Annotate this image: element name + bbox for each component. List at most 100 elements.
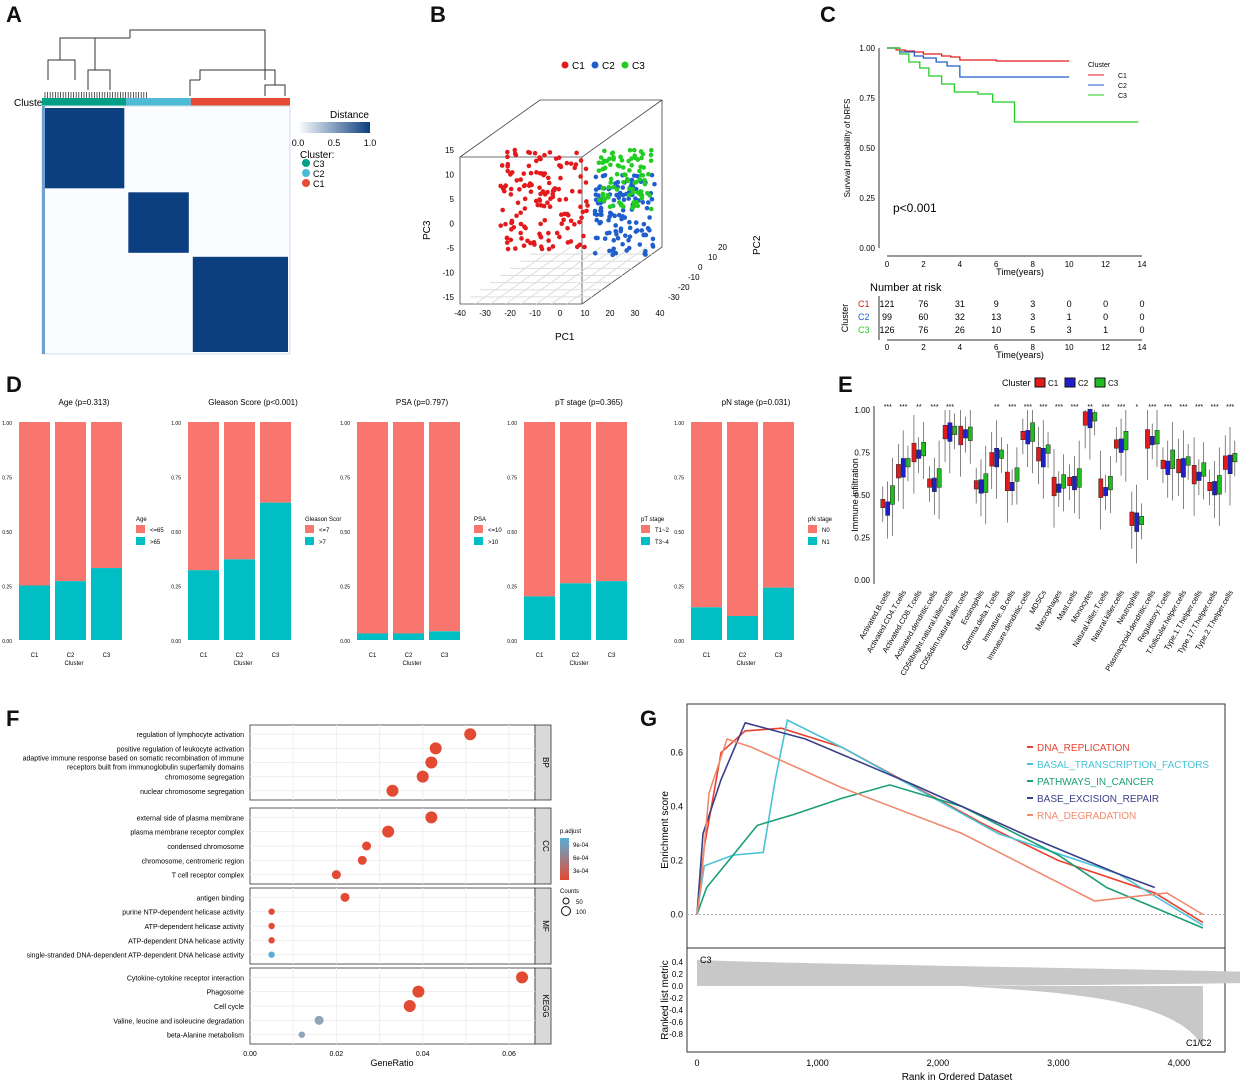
group-label-BP: BP (541, 757, 550, 768)
box-C3 (1217, 475, 1222, 495)
significance: *** (1008, 404, 1016, 411)
risk-x-tick: 10 (1065, 343, 1074, 352)
box-C1 (1129, 511, 1135, 526)
bar-top-C2 (224, 422, 255, 560)
risk-row-label: C3 (858, 325, 870, 335)
x-tick: 0 (558, 309, 563, 318)
x-tick: 0 (885, 260, 890, 269)
legend-label-C1: C1 (1118, 73, 1127, 80)
bar-bottom-C3 (596, 581, 627, 640)
legend-swatch-C3 (1094, 377, 1106, 388)
point-C1 (542, 152, 547, 158)
legend-cluster-title: Cluster: (300, 150, 334, 161)
box-C3 (1014, 467, 1020, 482)
subplot-title: PSA (p=0.797) (396, 398, 449, 407)
point-C2 (626, 196, 631, 201)
x-tick: C2 (572, 653, 580, 659)
cluster-bar-C2 (126, 98, 191, 106)
point-C2 (615, 235, 621, 241)
x-tick: C3 (272, 653, 280, 659)
z-axis-label: PC2 (752, 235, 763, 255)
point-C1 (559, 221, 565, 227)
point-C1 (557, 234, 562, 240)
y-tick: 0.6 (670, 748, 683, 758)
point-C3 (596, 168, 602, 173)
risk-value: 10 (991, 325, 1001, 335)
point-C2 (633, 196, 638, 201)
box-C3 (1045, 444, 1051, 454)
point-C1 (563, 196, 569, 202)
term-label: external side of plasma membrane (137, 815, 244, 822)
term-label: plasma membrane receptor complex (130, 830, 244, 837)
point-C1 (513, 246, 518, 251)
point-C3 (597, 197, 602, 203)
box-C1 (1207, 482, 1213, 491)
bar-top-C3 (596, 422, 627, 582)
risk-x-tick: 14 (1138, 343, 1147, 352)
legend-label: <=7 (319, 528, 330, 534)
heatmap-block-C3 (44, 108, 125, 189)
y-tick: 0.2 (670, 856, 683, 866)
point-C1 (522, 196, 528, 202)
point-C1 (518, 177, 524, 182)
y-axis-label: Enrichment score (660, 791, 671, 869)
risk-value: 121 (879, 299, 894, 309)
term-label: Cytokine-cytokine receptor interaction (127, 975, 244, 982)
point-C1 (534, 158, 539, 164)
x-tick: 0.06 (502, 1051, 516, 1058)
box-C3 (1139, 516, 1144, 525)
box-C3 (1092, 412, 1098, 422)
box-C1 (942, 425, 948, 440)
significance: *** (1226, 404, 1234, 411)
point-C1 (546, 175, 551, 181)
y-tick: 0.00 (2, 639, 12, 645)
risk-value: 5 (1030, 325, 1035, 335)
point-C2 (650, 236, 656, 242)
point-C3 (610, 150, 616, 156)
significance: ** (1087, 404, 1093, 411)
box-C2 (1087, 408, 1093, 429)
bar-bottom-C1 (357, 633, 388, 640)
point-C2 (596, 185, 602, 191)
term-dot (268, 951, 275, 958)
risk-value: 1 (1067, 312, 1072, 322)
bar-top-C1 (691, 422, 722, 608)
significance: *** (1102, 404, 1110, 411)
point-C3 (637, 177, 642, 182)
x-tick: C1 (31, 653, 39, 659)
cluster-row-label: Cluster (14, 98, 46, 109)
legend-label-C1: C1 (572, 61, 585, 72)
point-C1 (581, 233, 586, 239)
point-C1 (528, 189, 534, 195)
term-label: Cell cycle (214, 1004, 244, 1011)
point-C1 (518, 210, 523, 216)
x-axis-label: Cluster (402, 661, 421, 667)
term-dot (340, 892, 350, 902)
y-tick: 0.50 (2, 530, 12, 536)
grid (535, 246, 617, 305)
point-C2 (652, 181, 657, 187)
box-C3 (1232, 453, 1238, 463)
box-C1 (911, 442, 917, 463)
point-C1 (526, 163, 532, 169)
color-legend-tick: 6e-04 (573, 856, 589, 862)
x-tick: 0.04 (416, 1051, 430, 1058)
box-C2 (1040, 448, 1046, 468)
point-C1 (508, 237, 514, 243)
panel-label-g: G (640, 706, 658, 731)
point-C2 (602, 236, 608, 241)
point-C3 (639, 155, 644, 161)
panel-label-f: F (6, 706, 20, 731)
point-C1 (537, 185, 542, 191)
point-C3 (633, 155, 638, 161)
point-C2 (633, 220, 639, 225)
legend-label: T3~4 (655, 540, 670, 546)
bar-top-C2 (560, 422, 591, 584)
risk-row-label: C2 (858, 312, 870, 322)
x-tick: 2,000 (927, 1058, 950, 1068)
legend-swatch (641, 537, 650, 545)
gsea-panel: 0.0 0.2 0.4 0.6 Enrichment score DNA_REPLICAT… (660, 703, 1240, 1083)
legend-tick: 0.0 (292, 138, 305, 148)
legend-label: <=10 (488, 528, 502, 534)
legend-label: N1 (822, 540, 830, 546)
